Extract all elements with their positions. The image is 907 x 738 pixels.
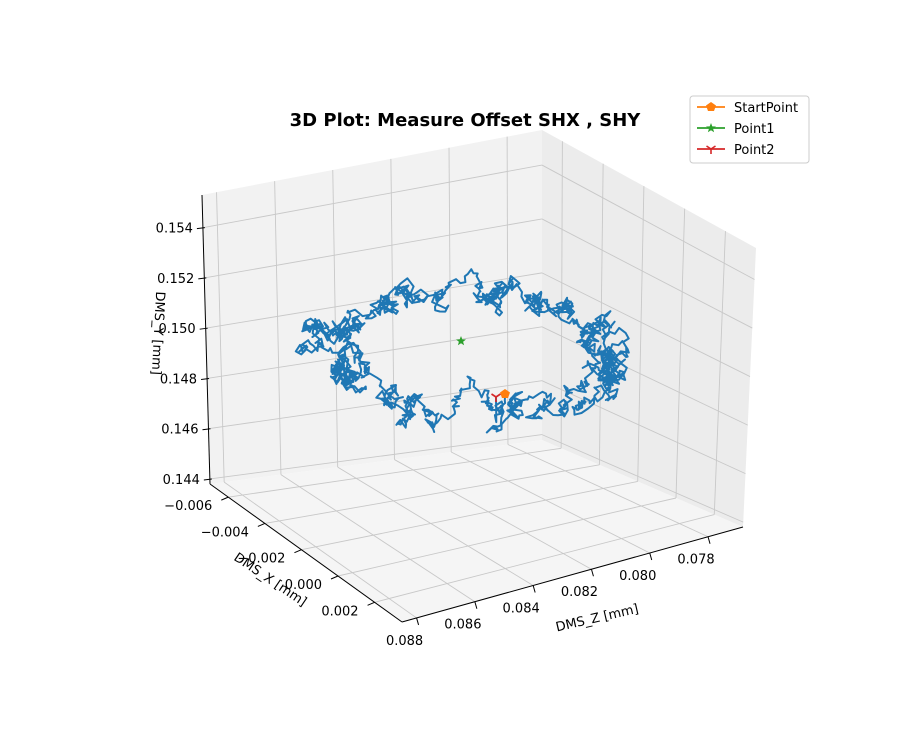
axis-lines — [196, 194, 744, 626]
y-tick-label: 0.150 — [158, 322, 195, 337]
z-grid-line-wall — [448, 147, 452, 453]
z-axis-label: DMS_Z [mm] — [554, 602, 640, 636]
back-left-pane — [202, 130, 542, 484]
z-grid-line-floor — [450, 451, 650, 554]
y-grid-line-left — [209, 434, 543, 480]
x-tick-label: −0.006 — [164, 499, 212, 514]
y-tick-mark — [198, 277, 207, 280]
z-grid-line-floor — [280, 474, 476, 603]
y-tick-label: 0.146 — [161, 423, 198, 438]
y-grid-line-right — [541, 218, 753, 329]
y-grid-line-left — [204, 218, 543, 279]
z-tick-label: 0.086 — [444, 618, 481, 633]
x-tick-mark — [257, 522, 266, 527]
trajectory-line — [294, 268, 630, 434]
point1-marker — [456, 336, 466, 346]
legend-entry-startpoint: StartPoint — [697, 101, 798, 116]
y-tick-mark — [196, 227, 205, 230]
z-axis-line — [401, 526, 744, 623]
y-grid-line-right — [541, 164, 755, 280]
x-grid-line-floor — [228, 447, 562, 498]
tri-down-marker-icon — [706, 145, 716, 154]
y-tick-label: 0.148 — [160, 372, 197, 387]
y-grid-line-right — [541, 272, 751, 377]
x-tick-mark — [221, 496, 229, 501]
z-grid-line-floor — [223, 481, 417, 619]
x-grid-line-wall — [675, 208, 686, 499]
back-right-pane — [542, 130, 756, 527]
y-grid-line-left — [208, 380, 543, 430]
z-grid-line-floor — [507, 444, 709, 538]
y-tick-label: 0.144 — [163, 473, 200, 488]
point-markers — [456, 336, 510, 402]
z-grid-line-wall — [332, 169, 339, 468]
z-tick-label: 0.084 — [503, 601, 540, 616]
x-tick-label: 0.002 — [321, 604, 358, 619]
y-tick-mark — [203, 478, 212, 481]
z-grid-line-wall — [216, 192, 225, 483]
star-marker-icon — [706, 123, 716, 133]
z-tick-mark — [649, 552, 653, 561]
z-tick-label: 0.088 — [386, 634, 423, 649]
y-grid-line-left — [205, 272, 543, 329]
x-tick-label: 0.000 — [285, 578, 322, 593]
legend-box — [689, 95, 810, 164]
legend-label-startpoint: StartPoint — [734, 101, 798, 116]
y-tick-label: 0.152 — [157, 272, 194, 287]
y-grid-line-right — [541, 326, 748, 426]
x-tick-mark — [294, 549, 302, 554]
z-tick-mark — [707, 536, 711, 544]
y-grid-line-right — [541, 434, 744, 523]
x-grid-line-wall — [713, 231, 726, 515]
grid-lines — [202, 136, 755, 619]
z-tick-label: 0.082 — [561, 585, 598, 600]
z-grid-line-wall — [274, 181, 282, 475]
startpoint-marker — [500, 389, 510, 398]
floor-pane — [210, 440, 743, 622]
legend-label-point2: Point2 — [734, 143, 775, 158]
z-tick-mark — [590, 569, 594, 577]
z-tick-mark — [416, 617, 420, 626]
y-grid-line-right — [541, 380, 746, 475]
x-grid-line-wall — [560, 141, 563, 449]
point2-marker-stroke — [491, 393, 497, 398]
x-grid-line-floor — [337, 497, 677, 577]
tick-labels: 0.144 0.146 0.148 0.150 0.152 0.154 0.088 0.086… — [156, 222, 715, 649]
x-grid-line-floor — [264, 464, 600, 524]
x-tick-mark — [330, 575, 339, 580]
x-tick-mark — [367, 601, 375, 606]
point2-marker — [491, 393, 501, 402]
x-axis-line — [209, 483, 403, 623]
y-tick-mark — [201, 377, 210, 380]
y-tick-mark — [199, 327, 208, 330]
z-tick-mark — [532, 585, 536, 593]
x-grid-line-floor — [301, 480, 638, 551]
z-tick-mark — [474, 601, 478, 609]
y-grid-line-left — [202, 164, 543, 229]
y-axis-label: DMS_Y [mm] — [148, 291, 167, 375]
z-grid-line-floor — [337, 466, 534, 586]
y-tick-mark — [202, 428, 211, 431]
x-grid-line-wall — [637, 186, 645, 482]
z-tick-label: 0.080 — [619, 569, 656, 584]
x-grid-line-floor — [374, 514, 715, 603]
y-axis-line — [201, 194, 211, 485]
legend: StartPoint Point1 Point2 — [689, 95, 810, 164]
chart-title: 3D Plot: Measure Offset SHX , SHY — [290, 110, 642, 131]
pentagon-marker-icon — [706, 102, 716, 111]
legend-entry-point1: Point1 — [697, 122, 775, 137]
x-tick-label: −0.004 — [201, 525, 249, 540]
legend-label-point1: Point1 — [734, 122, 775, 137]
z-grid-line-floor — [394, 459, 592, 570]
x-tick-label: −0.002 — [237, 552, 285, 567]
legend-entry-point2: Point2 — [697, 143, 775, 158]
y-grid-line-left — [207, 326, 543, 379]
z-tick-label: 0.078 — [677, 553, 714, 568]
point2-marker-stroke — [495, 393, 501, 398]
y-tick-label: 0.154 — [156, 222, 193, 237]
